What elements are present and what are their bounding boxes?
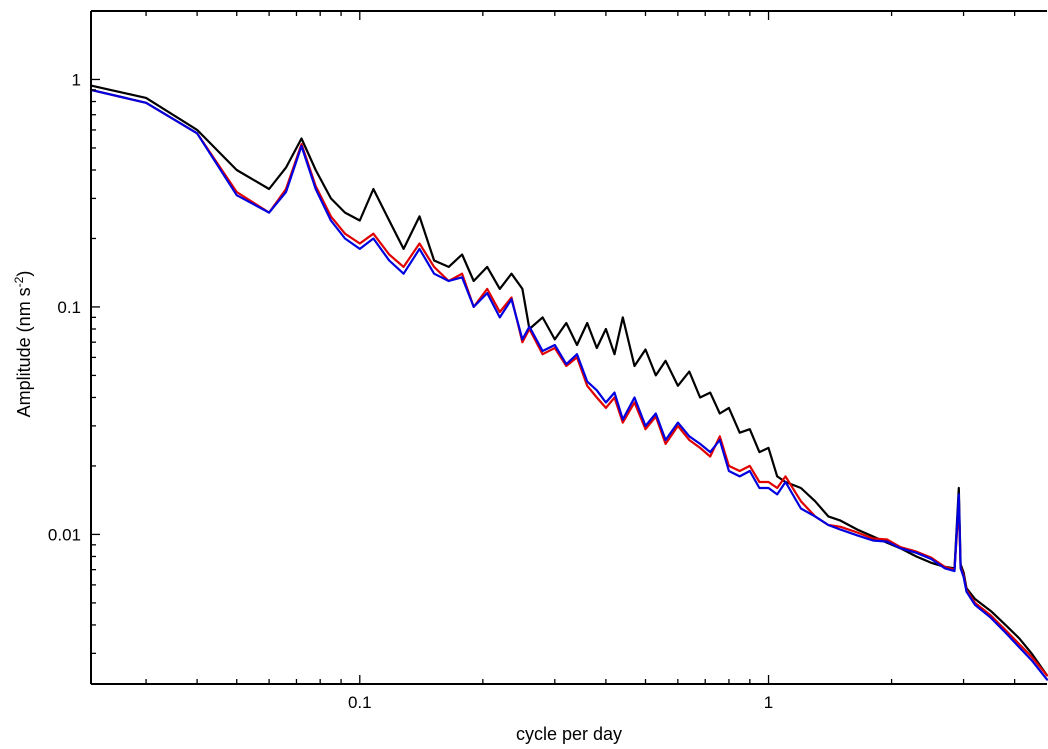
y-tick-label: 0.01 (48, 525, 81, 544)
series-lines (89, 84, 1048, 681)
plot-background (91, 11, 1047, 684)
y-axis-title-superscript: -2 (12, 276, 26, 287)
y-tick-label: 1 (72, 70, 81, 89)
x-axis-title: cycle per day (516, 724, 622, 744)
tick-labels: 0.1 1 1 0.1 0.01 (48, 70, 773, 712)
x-tick-label: 1 (764, 693, 773, 712)
y-axis-title-close: ) (14, 271, 34, 277)
series-line-3 (89, 88, 1048, 681)
y-axis-title: Amplitude (nm s-2) (12, 271, 34, 418)
y-axis-title-main: Amplitude (nm s (14, 287, 34, 417)
y-tick-label: 0.1 (57, 298, 81, 317)
axes (90, 10, 1047, 685)
plot-area (91, 11, 1047, 684)
series-line-1 (89, 84, 1048, 677)
x-tick-label: 0.1 (348, 693, 372, 712)
